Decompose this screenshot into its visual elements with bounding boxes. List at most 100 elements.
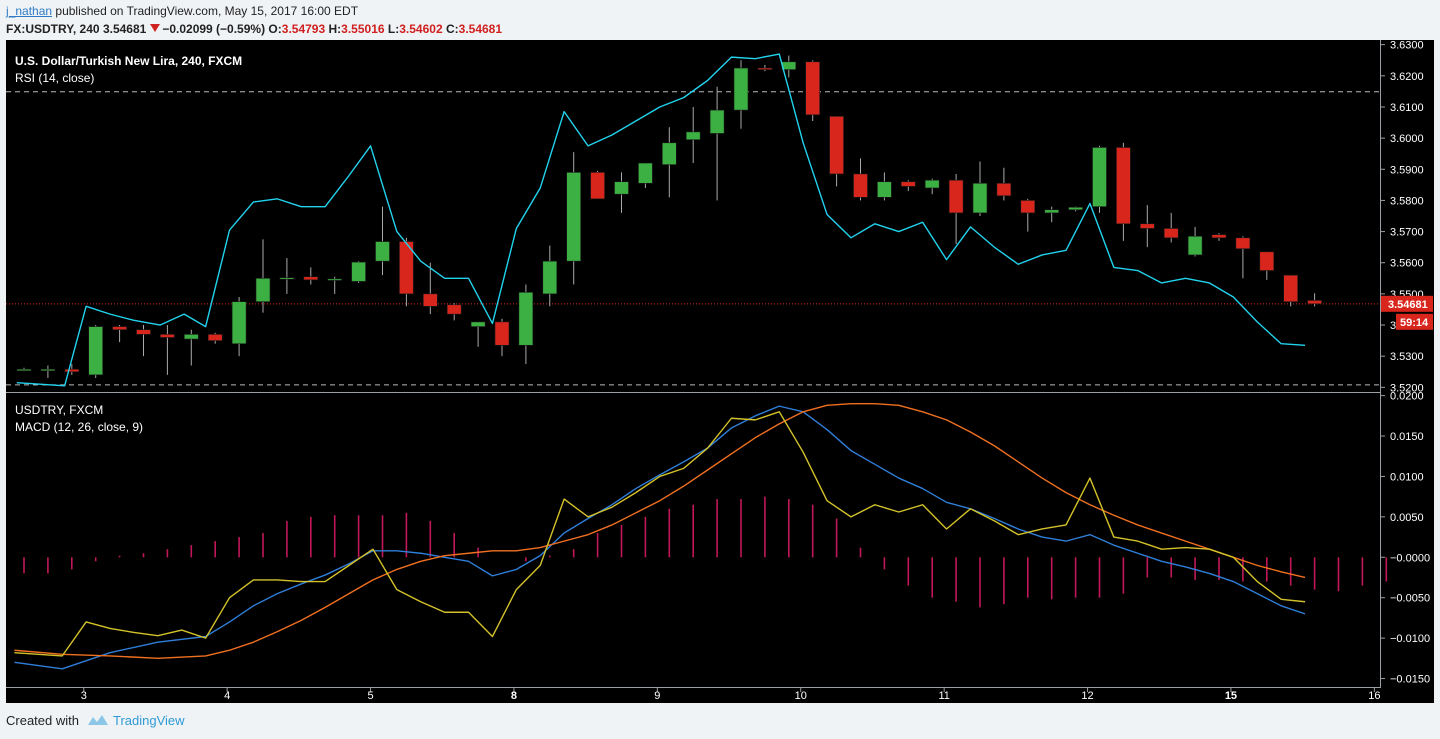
candle-body (709, 109, 725, 134)
candle (542, 245, 558, 307)
labels-layer: U.S. Dollar/Turkish New Lira, 240, FXCM … (15, 54, 242, 434)
candle (877, 172, 892, 201)
price-tick-label: 3.5300 (1390, 351, 1424, 363)
candle-body (375, 241, 390, 262)
candle-body (805, 61, 821, 116)
candle (661, 127, 677, 198)
candle-body (566, 172, 582, 262)
time-tick-label: 5 (367, 690, 373, 702)
candle-body (303, 276, 319, 281)
time-tick-label: 11 (938, 690, 949, 702)
candle-body (1235, 237, 1251, 250)
candle (805, 60, 821, 121)
candle (829, 116, 844, 187)
candle (1140, 205, 1155, 248)
candle (518, 284, 534, 364)
chart-canvas[interactable]: 3.52003.53003.54003.55003.56003.57003.58… (6, 40, 1434, 703)
fast-line (14, 411, 1306, 657)
macd-tick-label: −0.0050 (1390, 593, 1430, 605)
last-price: 3.54681 (102, 22, 147, 36)
candles-layer (16, 55, 1322, 378)
candle-body (829, 116, 844, 175)
candle (136, 325, 151, 357)
countdown-tag (1396, 313, 1433, 330)
candle (1307, 293, 1322, 307)
candle-body (112, 326, 127, 330)
candle (160, 325, 175, 375)
candle (399, 237, 414, 307)
candle-body (1307, 300, 1322, 305)
candle-body (1283, 274, 1298, 302)
candle-body (900, 181, 916, 187)
price-tick-label: 3.6100 (1390, 102, 1424, 114)
publish-line: j_nathan published on TradingView.com, M… (6, 4, 358, 18)
candle (494, 318, 510, 357)
candle-body (781, 61, 797, 70)
high-label: H: (328, 22, 342, 36)
price-tick-label: 3.6200 (1390, 71, 1424, 83)
candle-body (446, 304, 462, 315)
macd-pane-title: USDTRY, FXCM (15, 403, 103, 417)
candle (1163, 212, 1179, 243)
candle-body (757, 67, 773, 70)
high-value: 3.55016 (341, 22, 385, 36)
candle-body (64, 368, 80, 373)
candle (972, 161, 988, 216)
low-value: 3.54602 (399, 22, 443, 36)
candle-body (88, 326, 103, 376)
rsi-legend: RSI (14, close) (15, 71, 94, 85)
last-price-tag-text: 3.54681 (1388, 299, 1428, 311)
candle (1283, 274, 1298, 307)
candle (614, 172, 629, 213)
candle (184, 329, 199, 366)
candle (900, 180, 916, 192)
candle-body (40, 368, 56, 372)
price-tick-label: 3.6300 (1390, 40, 1424, 52)
candle (88, 325, 103, 378)
candle (446, 303, 462, 321)
author-link[interactable]: j_nathan (6, 4, 53, 18)
chart-background (6, 40, 1434, 703)
macd-histogram (23, 496, 1388, 608)
time-tick-label: 3 (81, 690, 87, 702)
candle-body (327, 278, 343, 281)
indicator-lines (14, 53, 1306, 670)
candle (327, 276, 343, 294)
candle-body (542, 260, 558, 295)
candle (1211, 233, 1227, 241)
candle (1235, 236, 1251, 279)
time-tick-label: 9 (654, 690, 660, 702)
candle (709, 86, 725, 201)
candle-body (685, 131, 701, 140)
macd-tick-label: −0.0100 (1390, 633, 1430, 645)
candle-body (661, 142, 677, 165)
candle-body (184, 334, 199, 340)
candle-body (948, 179, 964, 214)
candle (303, 267, 319, 285)
candle (64, 363, 80, 375)
candle (422, 262, 438, 315)
candle-body (1140, 223, 1155, 229)
candle-body (1211, 234, 1227, 239)
macd-tick-label: −0.0000 (1390, 552, 1430, 564)
open-label: O: (268, 22, 282, 36)
candle (470, 321, 486, 347)
time-tick-label: 10 (795, 690, 807, 702)
macd-legend: MACD (12, 26, close, 9) (15, 420, 143, 434)
footer: Created with TradingView (6, 713, 185, 728)
candle (1187, 226, 1203, 257)
candle-body (924, 179, 940, 189)
low-label: L: (387, 22, 400, 36)
axes-layer: 3.52003.53003.54003.55003.56003.57003.58… (6, 40, 1433, 702)
time-tick-label: 12 (1081, 690, 1093, 702)
candle-body (351, 261, 366, 282)
candle (255, 239, 271, 313)
tradingview-logo-icon (87, 715, 108, 725)
time-tick-label: 16 (1368, 690, 1380, 702)
macd-tick-label: 0.0100 (1390, 471, 1424, 483)
candle-body (136, 329, 151, 335)
candle-body (1092, 147, 1107, 207)
change-value: −0.02099 (−0.59%) (162, 22, 266, 36)
tradingview-link[interactable]: TradingView (112, 713, 185, 728)
price-tick-label: 3.6000 (1390, 133, 1424, 145)
